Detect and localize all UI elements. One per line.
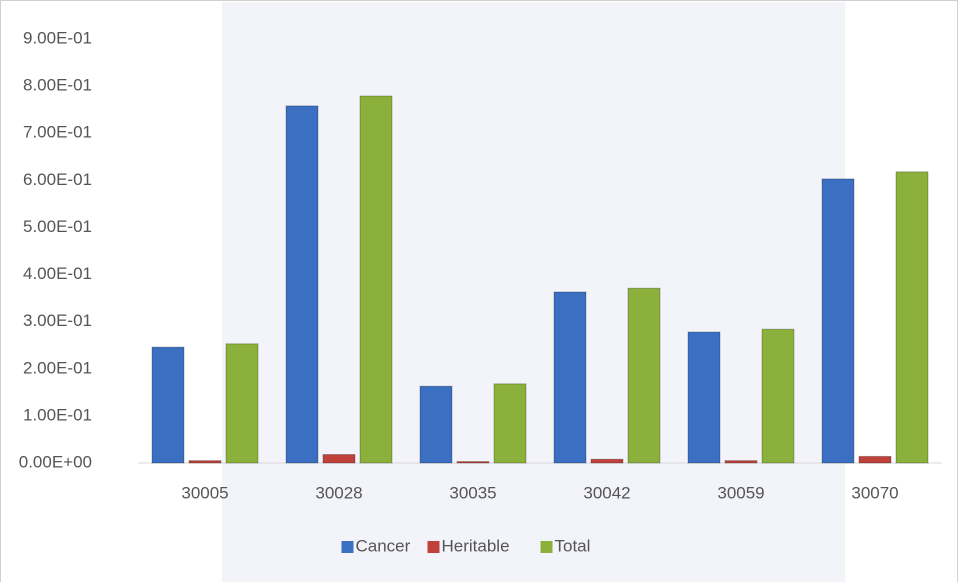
y-tick-label: 7.00E-01 [23, 123, 92, 142]
bar [285, 105, 319, 464]
x-tick-label: 30005 [181, 483, 228, 502]
bar [553, 291, 587, 464]
x-tick-label: 30042 [583, 483, 630, 502]
bar [895, 171, 929, 464]
bar [225, 343, 259, 464]
bar [761, 328, 795, 464]
bar [419, 385, 453, 464]
bar [627, 287, 661, 464]
y-tick-label: 0.00E+00 [19, 452, 92, 471]
bar [858, 455, 892, 464]
y-tick-label: 5.00E-01 [23, 217, 92, 236]
legend-label: Cancer [356, 536, 411, 555]
legend-label: Heritable [442, 536, 510, 555]
y-tick-label: 6.00E-01 [23, 170, 92, 189]
bar [724, 460, 758, 464]
y-tick-label: 2.00E-01 [23, 358, 92, 377]
y-tick-label: 3.00E-01 [23, 311, 92, 330]
legend-label: Total [555, 536, 591, 555]
legend-swatch [540, 541, 553, 553]
bar [151, 346, 185, 464]
y-tick-label: 4.00E-01 [23, 264, 92, 283]
bar [188, 460, 222, 464]
bar [359, 95, 393, 464]
bar [456, 461, 490, 464]
bar [687, 331, 721, 464]
x-tick-label: 30028 [315, 483, 362, 502]
y-tick-label: 9.00E-01 [23, 28, 92, 47]
y-tick-label: 1.00E-01 [23, 405, 92, 424]
bar [821, 178, 855, 464]
bar [322, 454, 356, 464]
bar [590, 458, 624, 464]
y-tick-label: 8.00E-01 [23, 76, 92, 95]
watermark [222, 2, 845, 582]
legend-swatch [427, 541, 440, 553]
bar [493, 383, 527, 464]
x-tick-label: 30070 [851, 483, 898, 502]
x-tick-label: 30035 [449, 483, 496, 502]
legend-swatch [341, 541, 354, 553]
x-tick-label: 30059 [717, 483, 764, 502]
